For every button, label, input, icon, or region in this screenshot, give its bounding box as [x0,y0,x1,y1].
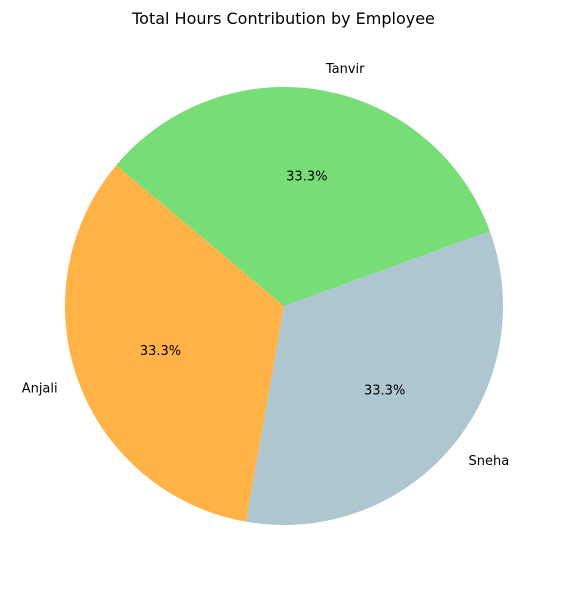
pct-label-anjali: 33.3% [140,344,181,359]
pct-label-tanvir: 33.3% [286,170,327,185]
pie-slice-anjali [64,165,284,522]
pie-labels: Anjali 33.3% Sneha 33.3% Tanvir 33.3% [22,62,510,469]
slice-label-tanvir: Tanvir [325,62,365,77]
slice-label-sneha: Sneha [469,454,510,469]
pct-label-sneha: 33.3% [364,383,405,398]
slice-label-anjali: Anjali [22,381,58,396]
pie-slice-sneha [245,231,503,525]
chart-title: Total Hours Contribution by Employee [131,9,435,28]
pie-slice-tanvir [116,86,490,306]
pie-slices [64,86,503,525]
